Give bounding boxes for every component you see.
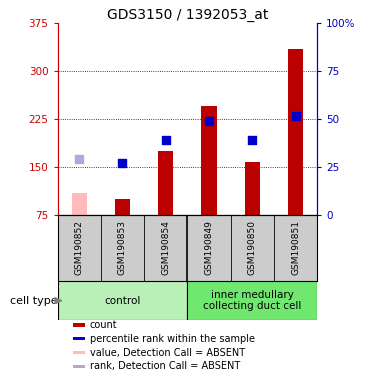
Point — [163, 136, 169, 142]
Bar — [73, 337, 85, 340]
Text: percentile rank within the sample: percentile rank within the sample — [90, 334, 255, 344]
Text: control: control — [104, 296, 141, 306]
Bar — [115, 199, 130, 215]
Bar — [158, 151, 173, 215]
Point — [119, 160, 125, 166]
Title: GDS3150 / 1392053_at: GDS3150 / 1392053_at — [107, 8, 268, 22]
Text: count: count — [90, 320, 118, 330]
Point — [293, 113, 299, 119]
Bar — [73, 323, 85, 326]
Bar — [72, 193, 87, 215]
Text: GSM190853: GSM190853 — [118, 220, 127, 275]
Text: rank, Detection Call = ABSENT: rank, Detection Call = ABSENT — [90, 361, 240, 371]
Bar — [245, 162, 260, 215]
Point — [206, 118, 212, 124]
Text: value, Detection Call = ABSENT: value, Detection Call = ABSENT — [90, 348, 245, 358]
Text: GSM190850: GSM190850 — [248, 220, 257, 275]
Bar — [288, 49, 303, 215]
Bar — [187, 281, 317, 320]
Point — [249, 136, 255, 142]
Point — [76, 156, 82, 162]
Text: inner medullary
collecting duct cell: inner medullary collecting duct cell — [203, 290, 302, 311]
Bar — [201, 106, 217, 215]
Text: GSM190849: GSM190849 — [204, 220, 213, 275]
Text: GSM190851: GSM190851 — [291, 220, 300, 275]
Bar — [73, 365, 85, 368]
Bar — [58, 281, 187, 320]
Text: cell type: cell type — [10, 296, 58, 306]
Text: GSM190854: GSM190854 — [161, 220, 170, 275]
Text: GSM190852: GSM190852 — [75, 220, 83, 275]
Bar — [73, 351, 85, 354]
